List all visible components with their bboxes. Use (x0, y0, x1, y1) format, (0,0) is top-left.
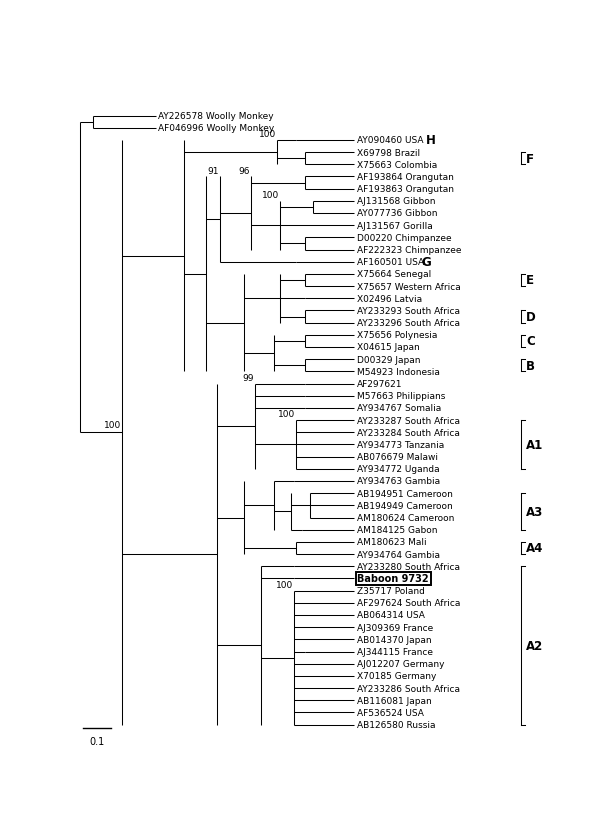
Text: AB076679 Malawi: AB076679 Malawi (357, 452, 438, 461)
Text: 100: 100 (275, 581, 293, 589)
Text: 100: 100 (104, 421, 121, 430)
Text: AY233296 South Africa: AY233296 South Africa (357, 319, 460, 328)
Text: H: H (426, 135, 436, 147)
Text: AY226578 Woolly Monkey: AY226578 Woolly Monkey (158, 112, 274, 121)
Text: 96: 96 (239, 166, 250, 176)
Text: X02496 Latvia: X02496 Latvia (357, 294, 422, 303)
Text: X75664 Senegal: X75664 Senegal (357, 270, 431, 279)
Text: AJ344115 France: AJ344115 France (357, 647, 433, 656)
Text: AB064314 USA: AB064314 USA (357, 611, 425, 619)
Text: X75657 Western Africa: X75657 Western Africa (357, 283, 461, 291)
Text: AY233293 South Africa: AY233293 South Africa (357, 307, 460, 315)
Text: AB194951 Cameroon: AB194951 Cameroon (357, 489, 453, 498)
Text: AJ131567 Gorilla: AJ131567 Gorilla (357, 222, 433, 231)
Text: B: B (526, 359, 535, 372)
Text: D00329 Japan: D00329 Japan (357, 355, 421, 364)
Text: 100: 100 (278, 410, 295, 419)
Text: X69798 Brazil: X69798 Brazil (357, 149, 421, 157)
Text: 0.1: 0.1 (89, 736, 105, 746)
Text: D00220 Chimpanzee: D00220 Chimpanzee (357, 233, 452, 242)
Text: AY233287 South Africa: AY233287 South Africa (357, 416, 460, 425)
Text: X75656 Polynesia: X75656 Polynesia (357, 331, 437, 340)
Text: Baboon 9732: Baboon 9732 (357, 573, 429, 584)
Text: AY233284 South Africa: AY233284 South Africa (357, 428, 460, 437)
Text: AY077736 Gibbon: AY077736 Gibbon (357, 209, 438, 218)
Text: AJ309369 France: AJ309369 France (357, 623, 434, 632)
Text: F: F (526, 152, 534, 166)
Text: AB126580 Russia: AB126580 Russia (357, 721, 436, 729)
Text: A2: A2 (526, 640, 544, 652)
Text: X70185 Germany: X70185 Germany (357, 671, 437, 681)
Text: A4: A4 (526, 542, 544, 555)
Text: AF297624 South Africa: AF297624 South Africa (357, 599, 461, 608)
Text: AF536524 USA: AF536524 USA (357, 708, 424, 717)
Text: AY934773 Tanzania: AY934773 Tanzania (357, 441, 445, 450)
Text: G: G (421, 256, 431, 269)
Text: AF193864 Orangutan: AF193864 Orangutan (357, 173, 454, 181)
Text: AM180624 Cameroon: AM180624 Cameroon (357, 513, 455, 522)
Text: AY233286 South Africa: AY233286 South Africa (357, 684, 460, 693)
Text: AY090460 USA: AY090460 USA (357, 136, 424, 145)
Text: AY934764 Gambia: AY934764 Gambia (357, 550, 440, 559)
Text: A3: A3 (526, 505, 544, 518)
Text: AF297621: AF297621 (357, 380, 403, 389)
Text: M54923 Indonesia: M54923 Indonesia (357, 367, 440, 376)
Text: AY934772 Uganda: AY934772 Uganda (357, 465, 440, 474)
Text: C: C (526, 335, 535, 348)
Text: E: E (526, 274, 534, 287)
Text: AY934763 Gambia: AY934763 Gambia (357, 477, 440, 486)
Text: AM184125 Gabon: AM184125 Gabon (357, 526, 438, 534)
Text: AF222323 Chimpanzee: AF222323 Chimpanzee (357, 246, 462, 255)
Text: 91: 91 (207, 166, 218, 176)
Text: AB014370 Japan: AB014370 Japan (357, 635, 432, 644)
Text: A1: A1 (526, 438, 544, 451)
Text: AF193863 Orangutan: AF193863 Orangutan (357, 185, 454, 194)
Text: 100: 100 (259, 130, 276, 139)
Text: AB194949 Cameroon: AB194949 Cameroon (357, 502, 453, 510)
Text: D: D (526, 311, 536, 324)
Text: X04615 Japan: X04615 Japan (357, 343, 420, 352)
Text: AB116081 Japan: AB116081 Japan (357, 696, 432, 705)
Text: 100: 100 (262, 191, 279, 200)
Text: AM180623 Mali: AM180623 Mali (357, 538, 427, 547)
Text: AJ012207 Germany: AJ012207 Germany (357, 660, 445, 669)
Text: AF160501 USA: AF160501 USA (357, 258, 424, 267)
Text: AY934767 Somalia: AY934767 Somalia (357, 404, 442, 413)
Text: AF046996 Woolly Monkey: AF046996 Woolly Monkey (158, 124, 275, 133)
Text: AJ131568 Gibbon: AJ131568 Gibbon (357, 197, 436, 206)
Text: Z35717 Poland: Z35717 Poland (357, 586, 425, 595)
Text: AY233280 South Africa: AY233280 South Africa (357, 562, 460, 571)
Text: M57663 Philippians: M57663 Philippians (357, 392, 446, 400)
Text: X75663 Colombia: X75663 Colombia (357, 161, 437, 170)
Text: 99: 99 (243, 373, 254, 382)
